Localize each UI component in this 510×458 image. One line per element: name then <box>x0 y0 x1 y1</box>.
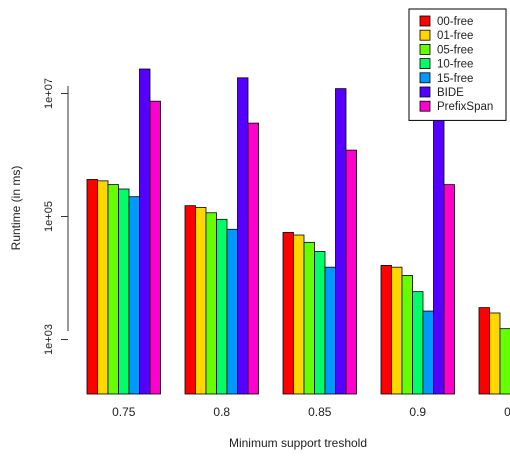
legend-label-05-free: 05-free <box>437 44 473 56</box>
legend-swatch-15-free <box>419 72 431 84</box>
legend-swatch-prefixspan <box>419 100 431 112</box>
legend-swatch-10-free <box>419 58 431 69</box>
bar-05-free-0-8 <box>205 212 217 395</box>
y-axis-label: Runtime (in ms) <box>9 166 23 251</box>
legend-label-10-free: 10-free <box>437 59 473 71</box>
x-tick-label: 0.8 <box>213 405 230 419</box>
bar-15-free-0-8 <box>226 228 238 395</box>
bar-01-free-0-8 <box>195 207 207 395</box>
bar-00-free-0-75 <box>86 179 98 395</box>
legend-label-00-free: 00-free <box>437 16 473 28</box>
bar-05-free-0-75 <box>107 184 119 395</box>
y-tick-label: 1e+03 <box>43 324 55 355</box>
y-tick-label: 1e+07 <box>43 78 55 109</box>
x-axis-label: Minimum support treshold <box>229 436 367 450</box>
bar-01-free-0-9 <box>391 266 403 395</box>
x-tick-label: 0.9 <box>409 405 426 419</box>
legend-swatch-bide <box>419 86 431 98</box>
bar-01-free-0-95 <box>489 312 501 395</box>
bar-10-free-0-9 <box>412 291 424 395</box>
legend-swatch-00-free <box>419 15 431 27</box>
x-tick-label: 0.95 <box>504 405 510 419</box>
legend-label-01-free: 01-free <box>437 30 473 42</box>
x-tick-labels: 0.75 0.8 0.85 0.9 0.95 <box>112 405 510 419</box>
legend-label-prefixspan: PrefixSpan <box>437 101 493 113</box>
bar-05-free-0-9 <box>401 275 413 395</box>
legend-swatch-05-free <box>419 44 431 55</box>
bar-15-free-0-9 <box>422 310 434 395</box>
bar-bide-0-9 <box>433 113 445 395</box>
bar-prefixspan-0-9 <box>443 184 455 395</box>
bar-00-free-0-85 <box>282 232 294 395</box>
bar-15-free-0-85 <box>324 266 336 395</box>
legend: 00-free 01-free 05-free 10-free 15-free BIDE P… <box>408 8 507 121</box>
axis-layer: 1e+03 1e+05 1e+07 <box>43 78 69 355</box>
legend-label-15-free: 15-free <box>437 73 473 85</box>
bar-00-free-0-8 <box>184 205 196 395</box>
bar-10-free-0-85 <box>314 251 326 395</box>
bar-bide-0-75 <box>139 68 151 395</box>
bars-layer <box>86 68 510 395</box>
bar-prefixspan-0-85 <box>345 149 357 395</box>
x-tick-label: 0.85 <box>308 405 332 419</box>
bar-00-free-0-95 <box>478 307 490 395</box>
legend-swatch-01-free <box>419 29 431 41</box>
bar-01-free-0-85 <box>293 234 305 395</box>
legend-label-bide: BIDE <box>437 87 464 99</box>
y-tick-label: 1e+05 <box>43 201 55 232</box>
bar-10-free-0-8 <box>216 218 228 395</box>
bar-05-free-0-85 <box>303 241 315 395</box>
bar-bide-0-85 <box>335 88 347 395</box>
bar-01-free-0-75 <box>97 180 109 395</box>
bar-05-free-0-95 <box>499 328 510 395</box>
bar-10-free-0-75 <box>118 188 130 395</box>
bar-prefixspan-0-8 <box>247 122 259 395</box>
bar-15-free-0-75 <box>128 196 140 395</box>
bar-prefixspan-0-75 <box>149 100 161 395</box>
bar-00-free-0-9 <box>380 265 392 395</box>
x-tick-label: 0.75 <box>112 405 136 419</box>
bar-bide-0-8 <box>237 77 249 395</box>
